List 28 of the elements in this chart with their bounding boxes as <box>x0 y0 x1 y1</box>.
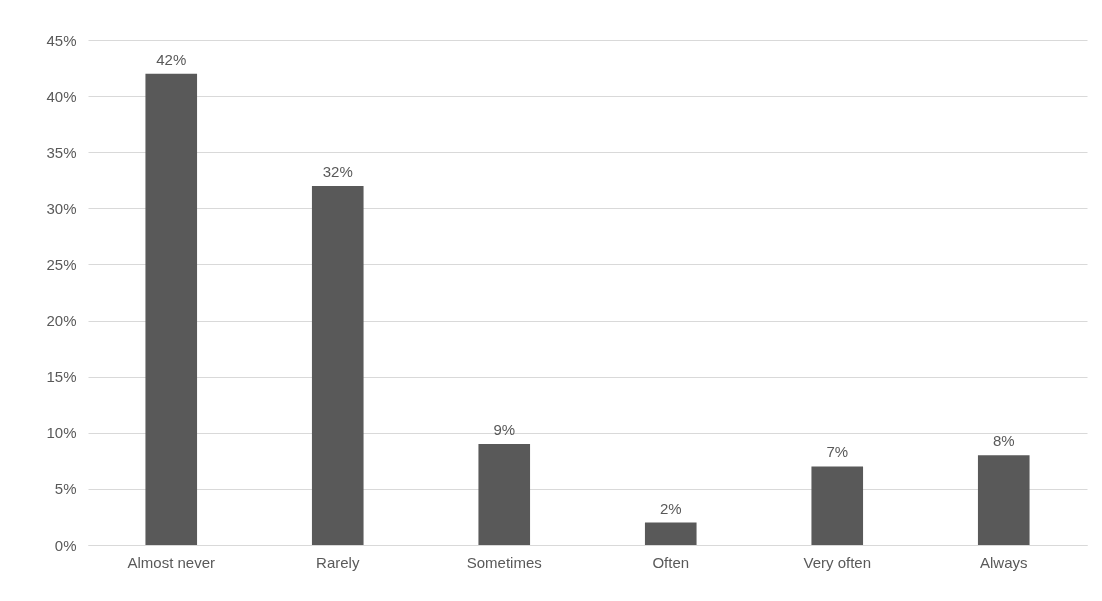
y-tick-label: 40% <box>46 87 77 105</box>
y-tick-label: 30% <box>46 199 77 217</box>
bar <box>478 444 531 545</box>
x-tick-label: Always <box>979 553 1028 571</box>
data-label: 7% <box>826 443 849 461</box>
data-label: 2% <box>659 499 682 517</box>
bar <box>311 185 364 545</box>
bar <box>644 522 697 545</box>
bar <box>977 455 1030 545</box>
y-tick-label: 25% <box>46 255 77 273</box>
bar <box>145 73 198 545</box>
data-label: 32% <box>322 162 353 180</box>
y-tick-label: 20% <box>46 312 77 330</box>
x-tick-label: Rarely <box>316 553 360 571</box>
y-tick-label: 35% <box>46 143 77 161</box>
y-tick-label: 45% <box>46 31 77 49</box>
y-tick-label: 0% <box>54 536 77 554</box>
data-label: 9% <box>493 421 516 438</box>
x-tick-label: Sometimes <box>466 553 542 571</box>
y-tick-label: 15% <box>46 368 77 386</box>
bar <box>811 466 864 545</box>
x-tick-label: Often <box>652 553 690 571</box>
x-tick-label: Very often <box>803 553 872 571</box>
x-tick-label: Almost never <box>127 553 216 571</box>
data-label: 42% <box>156 50 187 68</box>
y-tick-label: 10% <box>46 424 77 442</box>
y-tick-label: 5% <box>54 480 77 498</box>
data-label: 8% <box>992 432 1015 450</box>
